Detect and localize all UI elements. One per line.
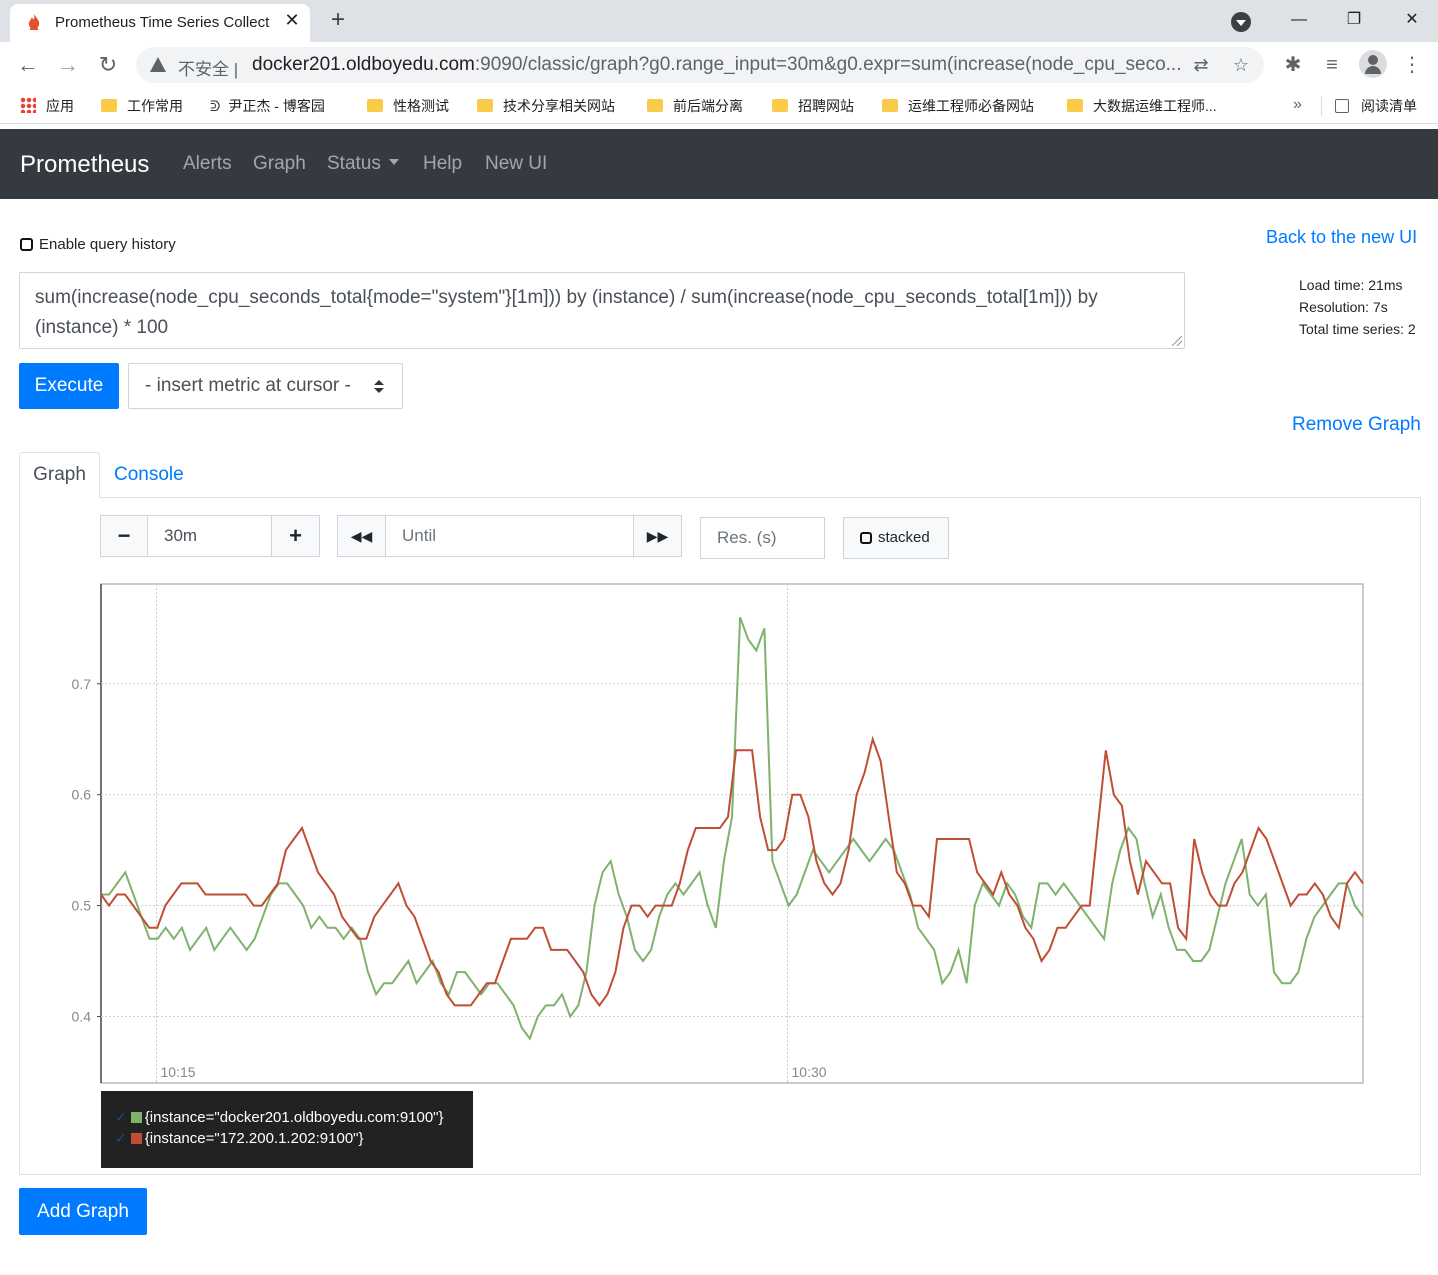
bookmark-star-icon[interactable]: ☆ — [1232, 55, 1250, 75]
time-series-chart: 0.4 0.5 0.6 0.7 10:15 10:30 — [72, 583, 1364, 1084]
reading-list-button[interactable]: 阅读清单 — [1335, 96, 1417, 116]
stacked-checkbox[interactable] — [860, 532, 872, 544]
bookmark-folder[interactable]: 大数据运维工程师... — [1067, 96, 1217, 116]
prometheus-flame-icon — [28, 14, 40, 30]
caret-down-icon — [388, 159, 399, 165]
back-to-new-ui-link[interactable]: Back to the new UI — [1266, 227, 1418, 247]
resolution-input[interactable]: Res. (s) — [700, 517, 825, 559]
close-window-icon[interactable]: ✕ — [1405, 11, 1419, 28]
total-time-series: Total time series: 2 — [1299, 321, 1416, 337]
expression-input[interactable]: sum(increase(node_cpu_seconds_total{mode… — [19, 272, 1185, 349]
new-tab-button[interactable]: + — [330, 6, 345, 33]
bookmark-folder[interactable]: 运维工程师必备网站 — [882, 96, 1034, 116]
bookmark-folder[interactable]: 招聘网站 — [772, 96, 854, 116]
history-checkbox[interactable] — [20, 238, 33, 251]
folder-icon — [1067, 99, 1083, 112]
media-control-icon[interactable]: ≡ — [1326, 54, 1338, 76]
bookmark-folder[interactable]: 工作常用 — [101, 96, 183, 116]
bookmarks-divider — [1321, 96, 1322, 116]
series-color-swatch — [130, 1133, 142, 1144]
nav-status[interactable]: Status — [327, 153, 399, 175]
bookmark-link[interactable]: ᕲ 尹正杰 - 博客园 — [210, 98, 325, 114]
tab-console[interactable]: Console — [114, 464, 184, 485]
nav-help[interactable]: Help — [423, 153, 463, 174]
bookmark-apps[interactable]: 应用 — [20, 96, 74, 116]
select-arrows-icon — [374, 380, 384, 394]
nav-new-ui[interactable]: New UI — [485, 153, 548, 174]
warning-icon — [150, 57, 166, 72]
y-tick-label: 0.4 — [72, 1008, 92, 1024]
folder-icon — [647, 99, 663, 112]
graph-panel — [19, 497, 1421, 1175]
remove-graph-link[interactable]: Remove Graph — [1292, 414, 1421, 435]
insecure-label: 不安全 | — [178, 60, 239, 79]
x-tick-label: 10:30 — [792, 1064, 827, 1080]
restore-icon[interactable]: ❐ — [1346, 11, 1362, 28]
until-input[interactable]: Until — [385, 515, 634, 557]
series-color-swatch — [130, 1112, 142, 1123]
forward-arrow-icon[interactable]: → — [57, 52, 79, 77]
url-text[interactable]: docker201.oldboyedu.com:9090/classic/gra… — [252, 54, 1182, 75]
reading-list-icon — [1335, 99, 1349, 113]
time-forward-button[interactable]: ▶▶ — [633, 515, 682, 557]
apps-grid-icon — [20, 97, 36, 113]
insert-metric-select[interactable]: - insert metric at cursor - — [128, 363, 403, 409]
nav-graph[interactable]: Graph — [253, 153, 306, 174]
translate-icon[interactable]: ⇄ — [1193, 55, 1209, 75]
legend-item[interactable]: ✓ {instance="172.200.1.202:9100"} — [115, 1130, 364, 1147]
y-tick-label: 0.7 — [72, 676, 92, 692]
series-line-1 — [100, 735, 1364, 1008]
address-bar[interactable]: 不安全 | docker201.oldboyedu.com:9090/class… — [136, 47, 1264, 83]
navbar-brand[interactable]: Prometheus — [20, 151, 150, 178]
folder-icon — [772, 99, 788, 112]
folder-icon — [477, 99, 493, 112]
back-arrow-icon[interactable]: ← — [17, 52, 39, 77]
range-input[interactable]: 30m — [147, 515, 272, 557]
enable-query-history[interactable]: Enable query history — [20, 236, 176, 253]
prometheus-navbar: Prometheus Alerts Graph Status Help New … — [0, 129, 1438, 199]
check-icon: ✓ — [115, 1109, 127, 1125]
bookmark-folder[interactable]: 前后端分离 — [647, 96, 743, 116]
reload-icon[interactable]: ↻ — [98, 52, 118, 77]
add-graph-button[interactable]: Add Graph — [19, 1188, 147, 1235]
menu-kebab-icon[interactable]: ⋮ — [1402, 54, 1422, 76]
query-stats: Load time: 21ms Resolution: 7s Total tim… — [1299, 274, 1416, 340]
browser-toolbar: ← → ↻ 不安全 | docker201.oldboyedu.com:9090… — [0, 42, 1438, 88]
extensions-icon[interactable]: ✱ — [1284, 54, 1302, 76]
resize-handle-icon[interactable] — [1172, 336, 1182, 346]
close-tab-icon[interactable]: ✕ — [284, 10, 300, 30]
browser-tab-title: Prometheus Time Series Collect — [55, 14, 270, 31]
legend-item[interactable]: ✓ {instance="docker201.oldboyedu.com:9100… — [115, 1109, 444, 1126]
browser-tab[interactable]: Prometheus Time Series Collect ✕ — [10, 4, 310, 42]
nav-alerts[interactable]: Alerts — [183, 153, 232, 174]
execute-button[interactable]: Execute — [19, 363, 119, 409]
bookmark-folder[interactable]: 性格测试 — [367, 96, 449, 116]
folder-icon — [101, 99, 117, 112]
range-increase-button[interactable]: + — [271, 515, 320, 557]
y-tick-label: 0.6 — [72, 787, 92, 803]
x-tick-label: 10:15 — [161, 1064, 196, 1080]
profile-avatar-icon[interactable] — [1359, 50, 1387, 78]
folder-icon — [367, 99, 383, 112]
y-tick-label: 0.5 — [72, 898, 92, 914]
stacked-toggle[interactable]: stacked — [843, 517, 949, 559]
series-line-0 — [101, 616, 1364, 1041]
check-icon: ✓ — [115, 1130, 127, 1146]
minimize-icon[interactable]: — — [1291, 11, 1307, 28]
folder-icon — [882, 99, 898, 112]
time-back-button[interactable]: ◀◀ — [337, 515, 386, 557]
tab-search-icon[interactable] — [1231, 12, 1251, 32]
bookmark-folder[interactable]: 技术分享相关网站 — [477, 96, 615, 116]
chart-legend: ✓ {instance="docker201.oldboyedu.com:9100… — [101, 1091, 473, 1168]
more-bookmarks-button[interactable]: » — [1293, 96, 1302, 113]
tab-graph[interactable]: Graph — [19, 452, 100, 498]
bookmarks-bar: 应用 工作常用 ᕲ 尹正杰 - 博客园 性格测试 技术分享相关网站 前后端分离 招… — [0, 88, 1438, 124]
resolution: Resolution: 7s — [1299, 299, 1388, 315]
load-time: Load time: 21ms — [1299, 277, 1403, 293]
plot-area — [100, 583, 1364, 1084]
blog-logo-icon: ᕲ — [210, 98, 221, 114]
browser-tab-strip: Prometheus Time Series Collect ✕ + — ❐ ✕ — [0, 0, 1438, 42]
range-decrease-button[interactable]: − — [100, 515, 148, 557]
